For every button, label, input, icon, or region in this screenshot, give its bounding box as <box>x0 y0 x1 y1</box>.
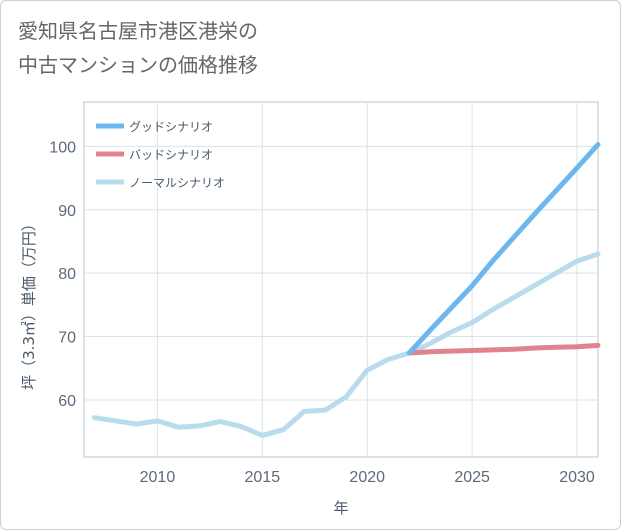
x-tick-label-2010: 2010 <box>140 469 176 486</box>
x-axis-label: 年 <box>333 499 348 517</box>
y-tick-label-100: 100 <box>49 139 76 156</box>
x-tick-labels: 2010 2015 2020 2025 2030 <box>140 469 595 486</box>
legend-label-2: ノーマルシナリオ <box>129 176 225 190</box>
y-axis-label: 坪（3.3㎡）単価（万円） <box>20 216 38 390</box>
x-tick-label-2030: 2030 <box>559 469 595 486</box>
y-tick-label-70: 70 <box>58 330 76 347</box>
chart-title-line2: 中古マンションの価格推移 <box>18 53 258 77</box>
plot-area-border <box>83 101 599 458</box>
y-tick-label-90: 90 <box>58 203 76 220</box>
series-line-1 <box>406 342 601 356</box>
y-tick-label-80: 80 <box>58 266 76 283</box>
x-tick-label-2025: 2025 <box>454 469 490 486</box>
grid-lines <box>84 102 598 457</box>
y-tick-label-60: 60 <box>58 393 76 410</box>
chart-title-line1: 愛知県名古屋市港区港栄の <box>18 19 258 43</box>
x-tick-label-2015: 2015 <box>245 469 281 486</box>
series-lines <box>92 142 601 438</box>
series-line-0 <box>406 142 601 356</box>
y-tick-labels: 60 70 80 90 100 <box>49 139 76 410</box>
series-line-2 <box>92 251 601 438</box>
legend-label-0: グッドシナリオ <box>129 120 213 134</box>
chart-title: 愛知県名古屋市港区港栄の 中古マンションの価格推移 <box>18 14 258 82</box>
x-tick-label-2020: 2020 <box>349 469 385 486</box>
legend-label-1: バッドシナリオ <box>129 148 213 162</box>
